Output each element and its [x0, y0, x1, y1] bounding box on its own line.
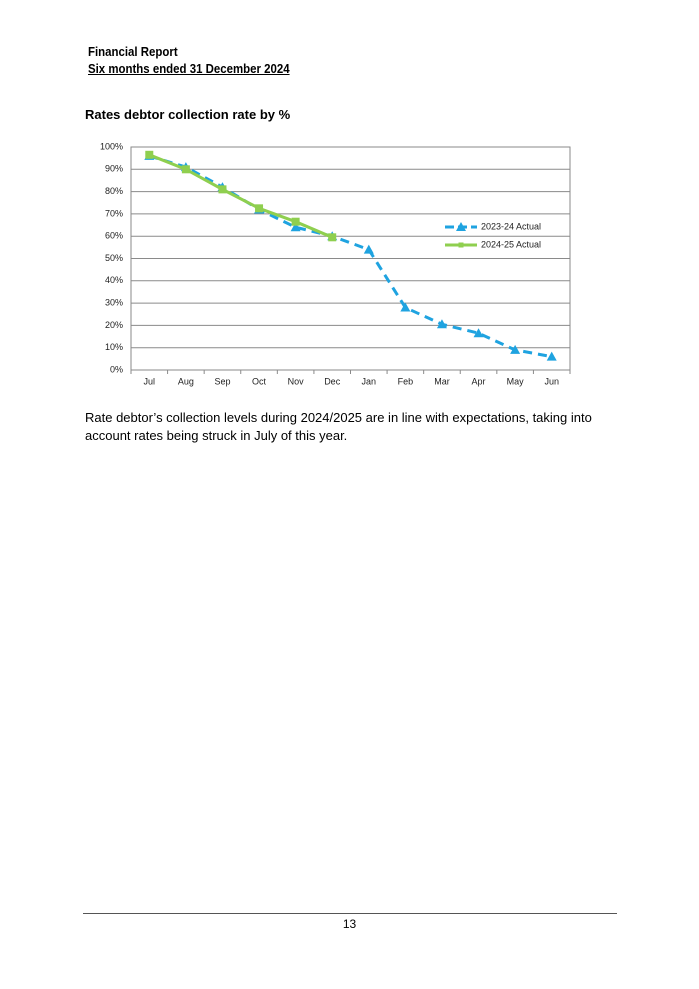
footer-rule [83, 913, 617, 914]
legend-label: 2024-25 Actual [481, 239, 541, 249]
report-subtitle: Six months ended 31 December 2024 [88, 61, 290, 76]
y-tick-label: 0% [110, 364, 123, 374]
report-title: Financial Report [88, 44, 178, 59]
x-tick-label: Jan [362, 376, 377, 386]
x-tick-label: Oct [252, 376, 267, 386]
series-line [148, 154, 552, 359]
marker [291, 217, 300, 226]
x-tick-label: Mar [434, 376, 450, 386]
x-tick-label: May [507, 376, 525, 386]
x-tick-label: Dec [324, 376, 341, 386]
x-tick-label: Sep [214, 376, 230, 386]
chart: 0% 10% 20% 30% 40% 50% 60% 70% 80% 90% 100% Jul Aug S… [100, 141, 571, 386]
marker [255, 204, 264, 213]
marker [328, 233, 337, 242]
x-tick-label: Nov [288, 376, 305, 386]
x-tick-label: Jun [544, 376, 559, 386]
legend-marker [456, 222, 466, 231]
x-tick-label: Apr [472, 376, 486, 386]
marker [145, 150, 154, 159]
marker [473, 328, 484, 338]
legend-marker [458, 242, 464, 248]
section-title: Rates debtor collection rate by % [85, 107, 291, 122]
x-tick-label: Feb [398, 376, 414, 386]
paragraph: Rate debtor’s collection levels during 2… [85, 410, 592, 443]
y-tick-label: 50% [105, 253, 123, 263]
y-tick-label: 100% [100, 141, 123, 151]
y-tick-label: 30% [105, 297, 123, 307]
y-tick-label: 40% [105, 275, 123, 285]
series-line [148, 153, 333, 239]
marker [510, 344, 521, 354]
page-number: 13 [342, 917, 357, 931]
y-tick-label: 20% [105, 320, 123, 330]
x-tick-label: Jul [144, 376, 156, 386]
y-tick-label: 10% [105, 342, 123, 352]
marker [218, 185, 227, 194]
marker [400, 302, 411, 312]
x-tick-label: Aug [178, 376, 194, 386]
y-tick-label: 80% [105, 186, 123, 196]
marker [546, 351, 557, 361]
y-tick-label: 70% [105, 208, 123, 218]
y-tick-label: 90% [105, 164, 123, 174]
y-tick-label: 60% [105, 231, 123, 241]
marker [436, 319, 447, 329]
legend-label: 2023-24 Actual [481, 221, 541, 231]
marker [181, 165, 190, 174]
marker [290, 222, 301, 232]
marker [363, 244, 374, 254]
